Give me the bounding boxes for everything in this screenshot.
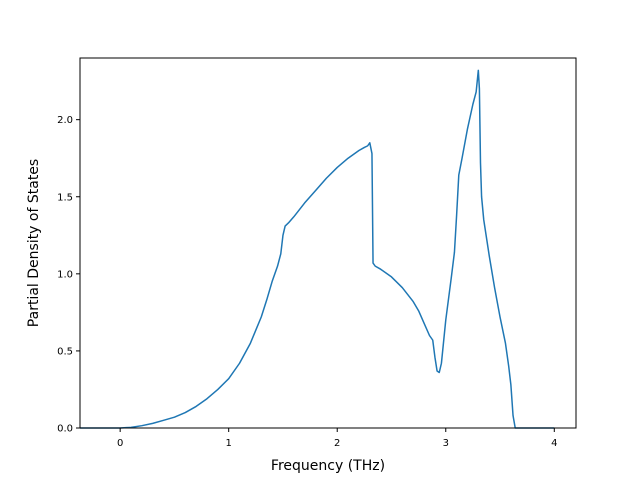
y-tick-label: 1.0 bbox=[57, 269, 73, 280]
series-line-0 bbox=[80, 69, 555, 429]
x-tick-label: 4 bbox=[551, 438, 557, 449]
x-tick-label: 0 bbox=[117, 438, 123, 449]
y-tick-label: 0.5 bbox=[57, 346, 73, 357]
x-tick-label: 3 bbox=[443, 438, 449, 449]
y-tick-label: 2.0 bbox=[57, 115, 73, 126]
axes-frame bbox=[79, 57, 577, 429]
axis-ticks: 0 1 2 3 4 0.0 0.5 1.0 1.5 2.0 bbox=[57, 115, 557, 449]
y-tick-label: 0.0 bbox=[57, 424, 73, 435]
plot-area bbox=[80, 69, 555, 429]
y-axis-label: Partial Density of States bbox=[26, 159, 42, 327]
y-tick-label: 1.5 bbox=[57, 192, 73, 203]
x-tick-label: 1 bbox=[226, 438, 232, 449]
x-tick-label: 2 bbox=[334, 438, 340, 449]
x-axis-label: Frequency (THz) bbox=[271, 458, 385, 474]
